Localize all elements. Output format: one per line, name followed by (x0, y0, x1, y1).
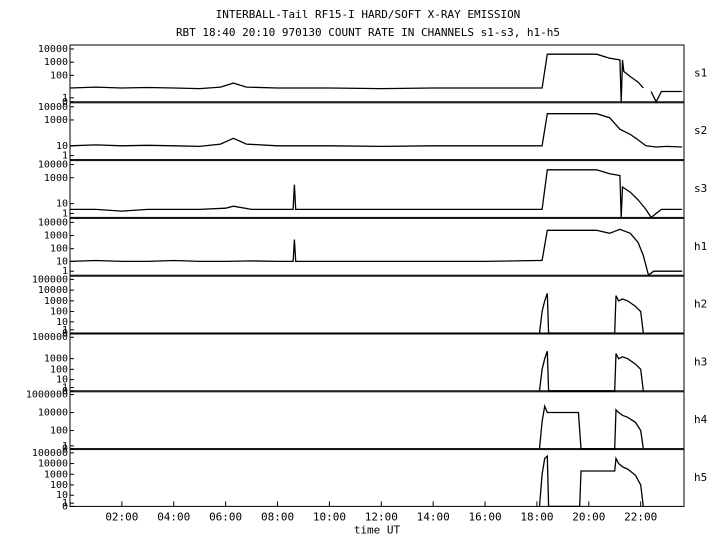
y-tick-label: 10000 (38, 285, 68, 296)
y-tick-label: 1 (62, 498, 68, 509)
x-tick-label: 06:00 (209, 510, 242, 523)
series-line (69, 113, 683, 148)
series-line (69, 228, 683, 277)
y-tick-label: 100 (50, 364, 68, 375)
x-tick-label: 02:00 (105, 510, 138, 523)
y-tick-label: 10 (56, 141, 68, 152)
y-tick-label: 1000 (44, 57, 68, 68)
y-tick-label: 100000 (32, 274, 68, 285)
y-tick-label: 100 (50, 426, 68, 437)
y-tick-label: 1000000 (26, 390, 68, 401)
panel-frame (69, 391, 685, 450)
y-tick-label: 10000 (38, 459, 68, 470)
x-axis-label: time UT (354, 523, 401, 536)
y-tick-label: 1000 (44, 115, 68, 126)
y-tick-label: 1 (62, 266, 68, 277)
y-tick-label: 10 (56, 256, 68, 267)
y-tick-label: 10000 (38, 217, 68, 228)
y-tick-label: 1 (62, 151, 68, 162)
y-tick-label: 1 (62, 93, 68, 104)
series-label: s3 (694, 182, 707, 195)
y-tick-label: 10000 (38, 160, 68, 171)
series-label: h2 (694, 298, 707, 311)
x-tick-label: 18:00 (520, 510, 553, 523)
y-tick-label: 10 (56, 490, 68, 501)
panel-frame (69, 160, 685, 218)
x-tick-label: 16:00 (468, 510, 501, 523)
series-label: h4 (694, 413, 708, 426)
y-tick-label: 1000 (44, 354, 68, 365)
x-tick-label: 12:00 (365, 510, 398, 523)
y-tick-label: 10 (56, 317, 68, 328)
series-line (538, 350, 644, 392)
y-tick-label: 1000 (44, 173, 68, 184)
x-tick-label: 08:00 (261, 510, 294, 523)
y-tick-label: 100 (50, 70, 68, 81)
series-label: s1 (694, 66, 707, 79)
y-tick-label: 0 (62, 386, 68, 397)
x-tick-label: 22:00 (624, 510, 657, 523)
series-line (538, 293, 644, 334)
series-line (70, 169, 683, 219)
series-label: s2 (694, 124, 707, 137)
chart-subtitle: RBT 18:40 20:10 970130 COUNT RATE IN CHA… (176, 26, 560, 39)
x-tick-label: 04:00 (157, 510, 190, 523)
x-tick-label: 14:00 (417, 510, 450, 523)
panel-frame (69, 333, 685, 392)
y-tick-label: 100 (50, 480, 68, 491)
y-tick-label: 0 (62, 328, 68, 339)
series-label: h3 (694, 355, 707, 368)
y-tick-label: 0 (62, 444, 68, 455)
y-tick-label: 1000 (44, 231, 68, 242)
panel-frame (69, 449, 685, 507)
panel-frame (69, 102, 685, 161)
series-label: h1 (694, 240, 707, 253)
series-line (69, 53, 683, 104)
series-line (538, 454, 644, 508)
panel-frame (69, 217, 685, 276)
y-tick-label: 1 (62, 325, 68, 336)
x-tick-label: 10:00 (313, 510, 346, 523)
y-tick-label: 10000 (38, 408, 68, 419)
y-tick-label: 10000 (38, 102, 68, 113)
series-label: h5 (694, 471, 707, 484)
panel-frame (69, 44, 685, 103)
chart-title: INTERBALL-Tail RF15-I HARD/SOFT X-RAY EM… (216, 8, 521, 21)
y-tick-label: 1 (62, 441, 68, 452)
y-tick-label: 1000 (44, 469, 68, 480)
y-tick-label: 100 (50, 307, 68, 318)
panel-frame (69, 275, 685, 334)
x-tick-label: 20:00 (572, 510, 605, 523)
y-tick-label: 100000 (32, 448, 68, 459)
y-tick-label: 0 (62, 97, 68, 108)
y-tick-label: 10000 (38, 44, 68, 55)
y-tick-label: 10 (56, 199, 68, 210)
y-tick-label: 1000 (44, 296, 68, 307)
y-tick-label: 0 (62, 501, 68, 512)
y-tick-label: 100 (50, 244, 68, 255)
y-tick-label: 100000 (32, 332, 68, 343)
y-tick-label: 1 (62, 208, 68, 219)
series-line (538, 403, 644, 450)
y-tick-label: 10 (56, 375, 68, 386)
y-tick-label: 1 (62, 383, 68, 394)
